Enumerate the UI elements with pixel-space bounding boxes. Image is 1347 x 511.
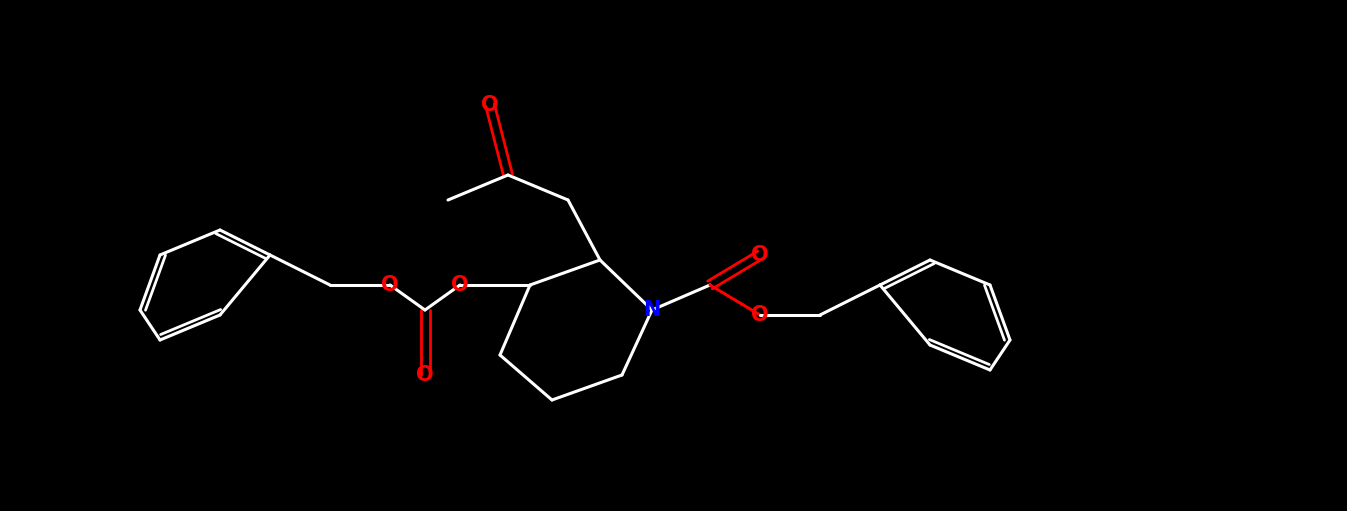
Text: O: O [752, 245, 769, 265]
Text: O: O [451, 275, 469, 295]
Text: O: O [381, 275, 399, 295]
Text: O: O [481, 95, 498, 115]
Text: N: N [644, 300, 660, 320]
Text: O: O [752, 305, 769, 325]
Text: O: O [416, 365, 434, 385]
